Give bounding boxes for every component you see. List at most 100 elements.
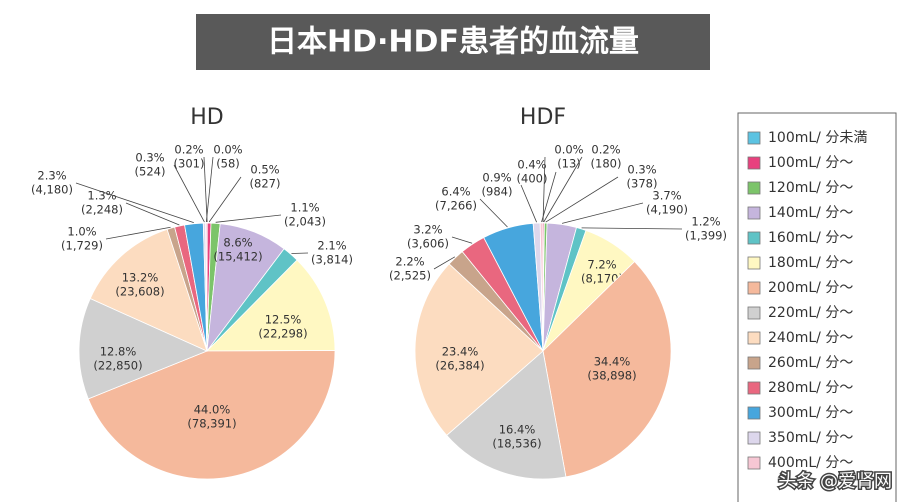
- slice-percent-label: 6.4%: [441, 185, 470, 199]
- legend-label: 300mL/ 分〜: [768, 405, 853, 421]
- pie-slice: [205, 222, 208, 352]
- pie-title: HD: [190, 105, 223, 130]
- legend-swatch: [747, 381, 761, 395]
- legend-label: 180mL/ 分〜: [768, 255, 853, 271]
- legend-swatch: [747, 456, 761, 470]
- legend-swatch: [747, 356, 761, 370]
- slice-count-label: (2,248): [81, 203, 123, 217]
- slice-percent-label: 0.0%: [213, 143, 242, 157]
- slice-count-label: (23,608): [115, 285, 164, 299]
- slice-count-label: (378): [627, 177, 658, 191]
- slice-count-label: (4,190): [646, 203, 688, 217]
- leader-line: [205, 156, 214, 223]
- leader-line: [173, 164, 205, 223]
- slice-count-label: (524): [135, 165, 166, 179]
- pie-slice: [89, 228, 208, 352]
- leader-line: [208, 176, 242, 223]
- slice-percent-label: 1.3%: [87, 189, 116, 203]
- leader-line: [581, 227, 683, 230]
- slice-count-label: (7,266): [435, 199, 477, 213]
- slice-percent-label: 1.2%: [691, 215, 720, 229]
- legend-swatch: [747, 156, 761, 170]
- legend-label: 260mL/ 分〜: [768, 355, 853, 371]
- slice-percent-label: 12.8%: [100, 345, 137, 359]
- legend-label: 220mL/ 分〜: [768, 305, 853, 321]
- leader-line: [520, 184, 537, 223]
- slice-count-label: (1,399): [685, 229, 727, 243]
- slice-percent-label: 16.4%: [499, 423, 536, 437]
- slice-count-label: (2,043): [284, 215, 326, 229]
- slice-percent-label: 0.3%: [135, 151, 164, 165]
- chart-title: 日本HD·HDF患者的血流量: [267, 25, 639, 60]
- slice-percent-label: 2.1%: [317, 239, 346, 253]
- slice-percent-label: 7.2%: [587, 258, 616, 272]
- leader-line: [451, 236, 473, 244]
- slice-percent-label: 1.1%: [290, 201, 319, 215]
- slice-count-label: (15,412): [213, 250, 262, 264]
- legend-label: 100mL/ 分〜: [768, 155, 853, 171]
- legend-swatch: [747, 331, 761, 345]
- legend-swatch: [747, 181, 761, 195]
- slice-count-label: (400): [517, 172, 548, 186]
- slice-count-label: (78,391): [187, 417, 236, 431]
- legend-swatch: [747, 431, 761, 445]
- slice-count-label: (1,729): [61, 239, 103, 253]
- slice-percent-label: 34.4%: [594, 355, 631, 369]
- legend-label: 100mL/ 分未満: [768, 130, 867, 146]
- slice-count-label: (22,298): [258, 327, 307, 341]
- leader-line: [215, 214, 282, 223]
- legend-label: 400mL/ 分〜: [768, 455, 853, 471]
- slice-percent-label: 0.5%: [250, 163, 279, 177]
- pie-slice: [206, 259, 336, 352]
- legend-swatch: [747, 256, 761, 270]
- slice-count-label: (827): [250, 177, 281, 191]
- slice-percent-label: 0.2%: [174, 143, 203, 157]
- legend-swatch: [747, 231, 761, 245]
- title-box: [196, 14, 710, 70]
- slice-count-label: (4,180): [31, 183, 73, 197]
- slice-percent-label: 3.7%: [652, 189, 681, 203]
- leader-line: [203, 156, 208, 223]
- slice-count-label: (3,606): [407, 237, 449, 251]
- legend-label: 280mL/ 分〜: [768, 380, 853, 396]
- legend-box: [737, 112, 897, 502]
- legend-label: 160mL/ 分〜: [768, 230, 853, 246]
- pie-slice: [539, 222, 544, 352]
- slice-count-label: (984): [482, 185, 513, 199]
- legend-label: 140mL/ 分〜: [768, 205, 853, 221]
- leader-line: [105, 226, 171, 240]
- pie-slice: [414, 263, 544, 436]
- slice-percent-label: 3.2%: [413, 223, 442, 237]
- slice-count-label: (3,814): [311, 253, 353, 267]
- legend-swatch: [747, 131, 761, 145]
- slice-count-label: (22,850): [93, 359, 142, 373]
- slice-percent-label: 2.2%: [395, 255, 424, 269]
- slice-percent-label: 2.3%: [37, 169, 66, 183]
- slice-count-label: (18,536): [492, 437, 541, 451]
- pie-slice: [446, 350, 567, 480]
- slice-count-label: (180): [591, 157, 622, 171]
- pie-title: HDF: [520, 105, 566, 130]
- slice-percent-label: 23.4%: [442, 345, 479, 359]
- slice-percent-label: 8.6%: [223, 236, 252, 250]
- leader-line: [561, 202, 644, 224]
- slice-percent-label: 12.5%: [265, 313, 302, 327]
- slice-percent-label: 0.0%: [554, 143, 583, 157]
- legend-swatch: [747, 306, 761, 320]
- leader-line: [543, 156, 583, 223]
- slice-count-label: (38,898): [587, 369, 636, 383]
- watermark: 头条 @爱肾网: [778, 471, 892, 492]
- slice-percent-label: 0.4%: [517, 158, 546, 172]
- leader-line: [541, 171, 557, 223]
- slice-count-label: (2,525): [389, 269, 431, 283]
- slice-count-label: (301): [174, 157, 205, 171]
- legend-label: 350mL/ 分〜: [768, 430, 853, 446]
- legend-swatch: [747, 281, 761, 295]
- pie-slice: [78, 298, 209, 400]
- slice-percent-label: 0.3%: [627, 163, 656, 177]
- leader-line: [75, 182, 194, 224]
- slice-percent-label: 0.9%: [482, 171, 511, 185]
- pie-slice: [87, 350, 336, 480]
- leader-line: [433, 256, 456, 270]
